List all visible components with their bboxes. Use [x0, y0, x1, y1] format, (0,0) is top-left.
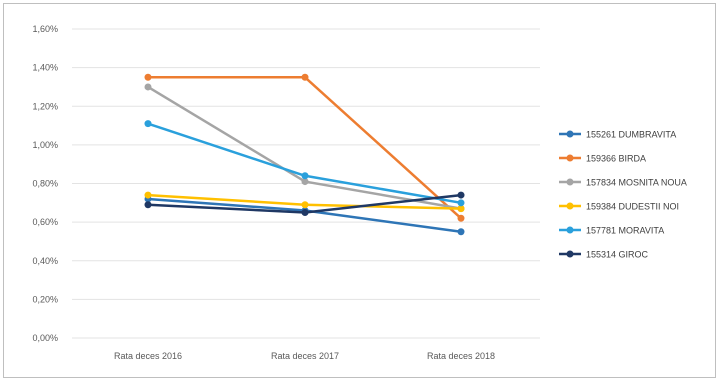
legend-swatch-marker: [566, 178, 574, 186]
x-axis-ticks: Rata deces 2016 Rata deces 2017 Rata deces…: [114, 351, 495, 361]
data-point: [144, 73, 152, 81]
legend-entry-label: 159384 DUDESTII NOI: [586, 202, 679, 212]
data-point: [301, 172, 309, 180]
data-point: [457, 191, 465, 199]
y-tick-label: 1,20%: [32, 101, 58, 111]
legend-swatch-marker: [566, 130, 574, 138]
legend-swatch-marker: [566, 154, 574, 162]
y-axis-ticks: 0,00% 0,20% 0,40% 0,60% 0,80% 1,00% 1,20% 1,40%…: [32, 24, 58, 343]
series-line: [147, 122, 462, 205]
data-point: [144, 120, 152, 128]
legend-swatch-marker: [566, 202, 574, 210]
series-line: [147, 85, 462, 210]
data-point: [457, 214, 465, 222]
data-point: [301, 208, 309, 216]
y-tick-label: 0,60%: [32, 217, 58, 227]
data-point: [457, 199, 465, 207]
series-lines: [144, 73, 465, 236]
legend-entry-label: 157781 MORAVITA: [586, 226, 664, 236]
data-point: [301, 73, 309, 81]
y-tick-label: 1,40%: [32, 63, 58, 73]
y-tick-label: 1,00%: [32, 140, 58, 150]
legend-swatch-marker: [566, 250, 574, 258]
legend: 155261 DUMBRAVITA 159366 BIRDA 157834 MOSN…: [559, 130, 687, 260]
data-point: [144, 83, 152, 91]
y-tick-label: 1,60%: [32, 24, 58, 34]
x-tick-label: Rata deces 2016: [114, 351, 182, 361]
legend-entry-label: 157834 MOSNITA NOUA: [586, 178, 687, 188]
legend-swatch-marker: [566, 226, 574, 234]
x-tick-label: Rata deces 2017: [271, 351, 339, 361]
data-point: [144, 191, 152, 199]
data-point: [457, 205, 465, 213]
x-tick-label: Rata deces 2018: [427, 351, 495, 361]
data-point: [301, 201, 309, 209]
y-tick-label: 0,20%: [32, 294, 58, 304]
y-tick-label: 0,80%: [32, 179, 58, 189]
legend-entry-label: 159366 BIRDA: [586, 154, 646, 164]
legend-entry-label: 155314 GIROC: [586, 250, 649, 260]
legend-entry-label: 155261 DUMBRAVITA: [586, 130, 676, 140]
data-point: [457, 228, 465, 236]
grid-lines: [72, 28, 540, 339]
data-point: [144, 201, 152, 209]
data-point: [301, 178, 309, 186]
y-tick-label: 0,00%: [32, 333, 58, 343]
y-tick-label: 0,40%: [32, 256, 58, 266]
